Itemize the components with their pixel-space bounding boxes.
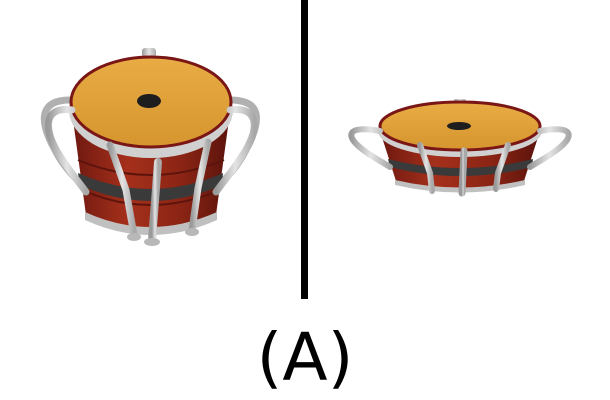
drum-flattened-view xyxy=(340,95,580,200)
drum-flattened-image xyxy=(348,99,572,197)
drum-side-view xyxy=(30,40,270,255)
view-divider xyxy=(301,0,308,299)
drum-side-image xyxy=(40,48,260,246)
figure-caption: (A) xyxy=(256,319,354,396)
